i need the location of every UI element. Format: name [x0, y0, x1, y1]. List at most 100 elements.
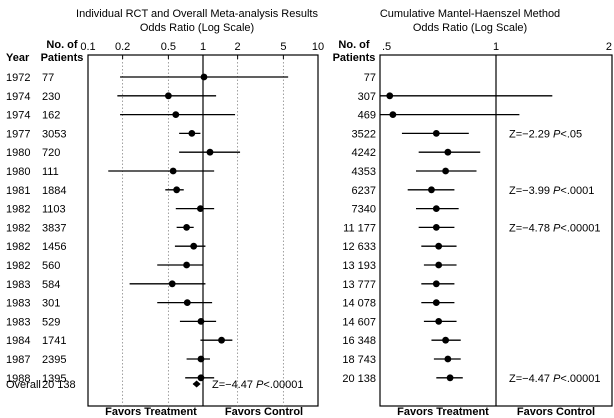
- left-patients-label: 301: [42, 298, 60, 310]
- right-favors-control: Favors Control: [517, 406, 595, 418]
- right-point: [435, 261, 443, 269]
- right-patients-label: 12 633: [342, 241, 376, 253]
- left-tick-label: 5: [280, 41, 286, 53]
- left-patients-label: 162: [42, 110, 60, 122]
- right-patients-label: 13 777: [342, 279, 376, 291]
- left-point: [168, 280, 176, 288]
- right-favors-treatment: Favors Treatment: [397, 406, 489, 418]
- right-patients-label: 14 078: [342, 298, 376, 310]
- left-patients-label: 584: [42, 279, 60, 291]
- left-year-label: 1974: [6, 110, 30, 122]
- right-point: [389, 111, 397, 118]
- left-point: [183, 261, 190, 269]
- left-year-label: 1984: [6, 335, 30, 347]
- left-point: [188, 130, 196, 137]
- right-point: [444, 148, 452, 156]
- left-patients-label: 529: [42, 316, 60, 328]
- left-year-label: 1974: [6, 91, 30, 103]
- left-point: [172, 111, 180, 118]
- left-patients-label: 3053: [42, 128, 66, 140]
- overall-point: [192, 380, 201, 388]
- right-patients-label: 20 138: [342, 373, 376, 385]
- right-point: [446, 374, 454, 382]
- right-patients-label: 16 348: [342, 335, 376, 347]
- left-tick-label: 2: [235, 41, 241, 53]
- right-chart-title: Cumulative Mantel-Haenszel Method: [380, 8, 560, 20]
- right-patients-label: 13 193: [342, 260, 376, 272]
- right-z-annotation: Z=−2.29 P<.05: [509, 128, 582, 140]
- left-year-header: Year: [6, 52, 30, 64]
- right-point: [432, 299, 440, 306]
- right-patients-label: 469: [358, 110, 376, 122]
- left-tick-label: 0.2: [115, 41, 130, 53]
- right-point: [442, 167, 450, 175]
- left-year-label: 1987: [6, 354, 30, 366]
- right-tick-label: 1: [493, 41, 499, 53]
- right-patients-label: 11 177: [343, 222, 376, 234]
- right-tick-label: .5: [382, 41, 391, 53]
- left-tick-label: 1: [200, 41, 206, 53]
- right-point: [444, 355, 452, 363]
- left-patients-label: 3837: [42, 222, 66, 234]
- left-point: [218, 336, 225, 344]
- right-point: [428, 186, 435, 194]
- right-patients-label: 3522: [352, 128, 376, 140]
- left-year-label: 1982: [6, 204, 30, 216]
- overall-annotation: Z=−4.47 P<.00001: [212, 379, 303, 391]
- left-patients-header-2: Patients: [41, 52, 84, 64]
- left-point: [197, 355, 205, 363]
- left-point: [197, 374, 205, 382]
- right-point: [432, 280, 440, 288]
- left-point: [197, 318, 205, 325]
- left-patients-label: 560: [42, 260, 60, 272]
- left-patients-label: 77: [42, 72, 54, 84]
- right-z-annotation: Z=−4.78 P<.00001: [509, 222, 600, 234]
- left-year-label: 1982: [6, 260, 30, 272]
- right-point: [442, 336, 450, 344]
- right-patients-header-2: Patients: [333, 52, 376, 64]
- left-point: [173, 186, 181, 194]
- left-point: [200, 73, 208, 81]
- left-point: [169, 167, 177, 175]
- right-point: [386, 92, 394, 100]
- left-year-label: 1981: [6, 185, 30, 197]
- left-point: [197, 205, 204, 213]
- right-point: [432, 205, 440, 213]
- right-z-annotation: Z=−4.47 P<.00001: [509, 373, 600, 385]
- right-chart-subtitle: Odds Ratio (Log Scale): [413, 22, 527, 34]
- left-year-label: 1972: [6, 72, 30, 84]
- overall-label: Overall: [6, 379, 41, 391]
- left-point: [164, 92, 172, 100]
- right-tick-label: 2: [606, 41, 612, 53]
- right-patients-label: 14 607: [342, 316, 376, 328]
- left-patients-label: 230: [42, 91, 60, 103]
- left-patients-label: 2395: [42, 354, 66, 366]
- right-patients-label: 77: [364, 72, 376, 84]
- right-z-annotation: Z=−3.99 P<.0001: [509, 185, 594, 197]
- left-year-label: 1977: [6, 128, 30, 140]
- right-patients-label: 18 743: [342, 354, 376, 366]
- left-patients-label: 1395: [42, 373, 66, 385]
- left-chart-title: Individual RCT and Overall Meta-analysis…: [76, 8, 318, 20]
- right-patients-label: 6237: [352, 185, 376, 197]
- left-year-label: 1982: [6, 241, 30, 253]
- left-year-label: 1983: [6, 298, 30, 310]
- left-year-label: 1980: [6, 166, 30, 178]
- right-point: [432, 224, 440, 231]
- left-patients-label: 1884: [42, 185, 66, 197]
- right-patients-label: 307: [358, 91, 376, 103]
- left-year-label: 1988: [6, 373, 30, 385]
- left-tick-label: 0.5: [161, 41, 176, 53]
- right-point: [432, 130, 440, 137]
- left-favors-control: Favors Control: [225, 406, 303, 418]
- left-patients-label: 1741: [42, 335, 66, 347]
- left-point: [183, 299, 191, 306]
- right-patients-header-1: No. of: [338, 39, 369, 51]
- left-year-label: 1983: [6, 316, 30, 328]
- right-patients-label: 7340: [352, 204, 376, 216]
- left-chart-subtitle: Odds Ratio (Log Scale): [140, 22, 254, 34]
- left-year-label: 1982: [6, 222, 30, 234]
- right-patients-label: 4353: [352, 166, 376, 178]
- right-point: [435, 242, 443, 250]
